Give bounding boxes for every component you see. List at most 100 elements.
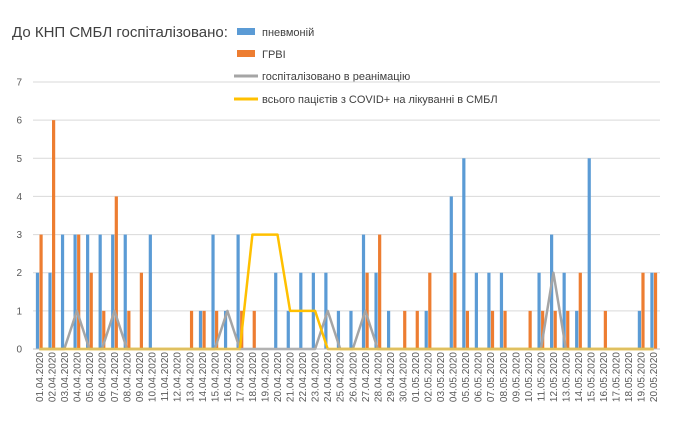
bar-pneumonia [374, 272, 378, 349]
x-tick-label: 18.04.2020 [248, 352, 259, 402]
y-tick-label: 4 [16, 192, 22, 203]
bar-pneumonia [286, 310, 290, 349]
bar-pneumonia [86, 234, 90, 349]
x-tick-label: 20.05.2020 [649, 352, 660, 402]
bar-grvi [453, 272, 457, 349]
legend-label: всього пацієтів з COVID+ на лікуванні в … [262, 94, 498, 106]
legend-label: пневмоній [262, 27, 314, 39]
x-tick-label: 13.05.2020 [561, 352, 572, 402]
bar-pneumonia [361, 234, 366, 349]
bar-grvi [52, 120, 56, 350]
x-tick-label: 06.04.2020 [97, 352, 108, 402]
x-tick-label: 12.05.2020 [549, 352, 560, 402]
bar-pneumonia [98, 234, 102, 349]
bar-pneumonia [550, 234, 554, 349]
bar-grvi [490, 310, 495, 349]
bar-grvi [503, 310, 507, 349]
bar-grvi [641, 272, 645, 349]
x-tick-label: 12.04.2020 [173, 352, 184, 402]
bar-grvi [89, 272, 93, 349]
x-tick-label: 10.05.2020 [524, 352, 535, 402]
bar-grvi [566, 310, 570, 349]
x-tick-label: 30.04.2020 [398, 352, 409, 402]
x-tick-label: 16.04.2020 [223, 352, 234, 402]
x-tick-label: 11.04.2020 [160, 352, 171, 402]
x-tick-label: 17.05.2020 [612, 352, 623, 402]
bar-grvi [365, 272, 369, 349]
x-tick-label: 26.04.2020 [348, 352, 359, 402]
bar-pneumonia [324, 272, 328, 349]
x-tick-label: 07.04.2020 [110, 352, 121, 402]
bar-pneumonia [198, 310, 203, 349]
legend-swatch [237, 50, 255, 57]
bar-pneumonia [449, 196, 453, 349]
x-tick-label: 06.05.2020 [474, 352, 485, 402]
bar-pneumonia [73, 234, 77, 349]
x-tick-label: 24.04.2020 [323, 352, 334, 402]
bar-pneumonia [499, 272, 504, 349]
bar-pneumonia [537, 272, 541, 349]
bar-pneumonia [562, 272, 566, 349]
y-axis-ticks: 0 1 2 3 4 5 6 7 [16, 78, 22, 356]
x-tick-label: 27.04.2020 [361, 352, 372, 402]
y-tick-label: 6 [16, 116, 22, 127]
bar-pneumonia [575, 310, 579, 349]
x-tick-label: 14.04.2020 [198, 352, 209, 402]
x-tick-label: 25.04.2020 [336, 352, 347, 402]
bar-pneumonia [637, 310, 641, 349]
bar-grvi [653, 272, 658, 349]
bar-pneumonia [349, 310, 353, 349]
x-tick-label: 11.05.2020 [536, 352, 547, 402]
bar-pneumonia [462, 158, 466, 349]
bar-grvi [603, 310, 607, 349]
bar-pneumonia [111, 234, 115, 349]
series-lines [39, 233, 654, 351]
bar-grvi [415, 310, 419, 349]
y-tick-label: 3 [16, 230, 22, 241]
bar-pneumonia [274, 272, 278, 349]
x-tick-label: 17.04.2020 [235, 352, 246, 402]
x-tick-label: 13.04.2020 [185, 352, 196, 402]
x-tick-label: 04.05.2020 [449, 352, 460, 402]
bar-pneumonia [123, 234, 127, 349]
bar-grvi [528, 310, 532, 349]
y-tick-label: 2 [16, 268, 22, 279]
bar-grvi [102, 310, 106, 349]
x-tick-label: 28.04.2020 [373, 352, 384, 402]
bar-pneumonia [386, 310, 391, 349]
bar-grvi [541, 310, 545, 349]
bar-pneumonia [60, 234, 65, 349]
x-tick-label: 09.05.2020 [511, 352, 522, 402]
bars [35, 120, 658, 350]
x-tick-label: 04.04.2020 [72, 352, 83, 402]
y-tick-label: 5 [16, 154, 22, 165]
bar-pneumonia [336, 310, 341, 349]
bar-grvi [114, 196, 118, 349]
x-tick-label: 20.04.2020 [273, 352, 284, 402]
x-tick-label: 03.04.2020 [60, 352, 71, 402]
x-tick-label: 22.04.2020 [298, 352, 309, 402]
gridlines [33, 81, 660, 312]
y-tick-label: 0 [16, 345, 22, 356]
bar-grvi [77, 234, 81, 349]
bar-pneumonia [211, 234, 215, 349]
x-tick-label: 07.05.2020 [486, 352, 497, 402]
x-tick-label: 01.04.2020 [35, 352, 46, 402]
series-line-3 [39, 233, 654, 351]
x-tick-label: 08.05.2020 [499, 352, 510, 402]
bar-grvi [127, 310, 131, 349]
x-tick-label: 15.05.2020 [587, 352, 598, 402]
x-axis-ticks: 01.04.2020 02.04.2020 03.04.2020 04.04.2020… [35, 352, 660, 402]
x-tick-label: 23.04.2020 [311, 352, 322, 402]
bar-pneumonia [48, 272, 52, 349]
x-tick-label: 09.04.2020 [135, 352, 146, 402]
x-tick-label: 18.05.2020 [624, 352, 635, 402]
bar-grvi [252, 310, 256, 349]
legend: пневмоній ГРВІ госпіталізовано в реанімаці… [234, 27, 498, 106]
x-tick-label: 03.05.2020 [436, 352, 447, 402]
y-tick-label: 7 [16, 78, 22, 89]
legend-swatch [237, 28, 255, 35]
x-tick-label: 02.05.2020 [424, 352, 435, 402]
legend-label: ГРВІ [262, 49, 286, 61]
